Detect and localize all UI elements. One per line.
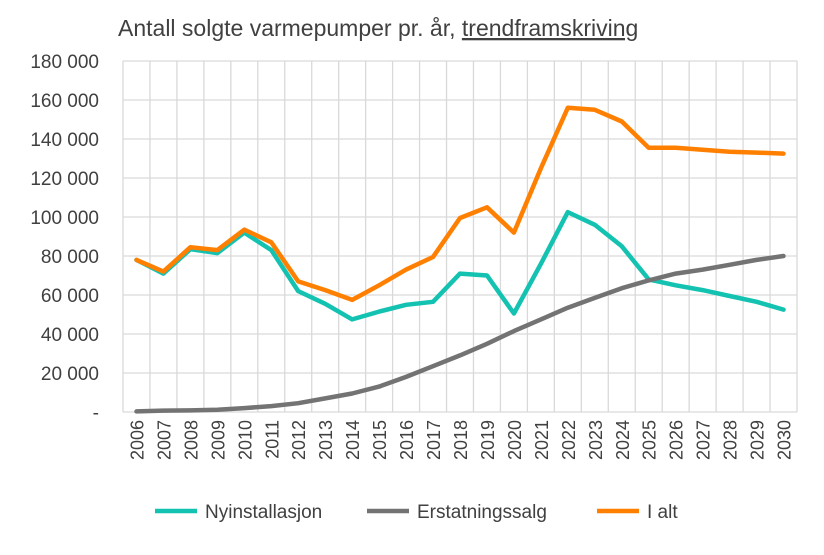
y-tick-label: 140 000 [30, 130, 99, 151]
x-tick-label: 2007 [154, 420, 174, 460]
chart-title-underlined: trendframskriving [462, 15, 638, 41]
x-tick-label: 2016 [397, 420, 417, 460]
legend-item: Nyinstallasjon [155, 502, 322, 523]
x-tick-label: 2014 [343, 420, 363, 460]
y-axis: - 20 000 40 000 60 000 80 000 100 000 120 000 1… [30, 52, 99, 424]
x-axis: 2006 2007 2008 2009 2010 2011 2012 2013 2014 2015… [127, 420, 794, 460]
x-tick-label: 2028 [721, 420, 741, 460]
x-tick-label: 2029 [748, 420, 768, 460]
x-tick-label: 2024 [613, 420, 633, 460]
x-tick-label: 2009 [208, 420, 228, 460]
y-tick-label: 120 000 [30, 169, 99, 190]
y-tick-label: 160 000 [30, 91, 99, 112]
x-tick-label: 2020 [505, 420, 525, 460]
y-tick-label: 40 000 [41, 325, 99, 346]
legend-label: Erstatningssalg [417, 502, 547, 523]
legend-label: Nyinstallasjon [205, 502, 322, 523]
y-tick-label: 100 000 [30, 208, 99, 229]
legend-label: I alt [647, 502, 678, 523]
x-tick-label: 2017 [424, 420, 444, 460]
x-tick-label: 2027 [694, 420, 714, 460]
series-lines [134, 105, 786, 414]
x-tick-label: 2013 [316, 420, 336, 460]
y-tick-label: - [93, 403, 99, 424]
x-tick-label: 2025 [640, 420, 660, 460]
x-tick-label: 2023 [586, 420, 606, 460]
x-tick-label: 2030 [775, 420, 795, 460]
x-tick-label: 2018 [451, 420, 471, 460]
legend-item: I alt [597, 502, 678, 523]
chart-title: Antall solgte varmepumper pr. år, trendf… [118, 15, 638, 41]
gridlines [122, 60, 798, 413]
series-line-nyinstallasjon [134, 209, 786, 322]
x-tick-label: 2019 [478, 420, 498, 460]
x-tick-label: 2008 [181, 420, 201, 460]
x-tick-label: 2015 [370, 420, 390, 460]
series-line-erstatningssalg [134, 253, 786, 414]
y-tick-label: 60 000 [41, 286, 99, 307]
x-tick-label: 2022 [559, 420, 579, 460]
x-tick-label: 2012 [289, 420, 309, 460]
x-tick-label: 2021 [532, 420, 552, 460]
y-tick-label: 180 000 [30, 52, 99, 73]
x-tick-label: 2026 [667, 420, 687, 460]
legend: Nyinstallasjon Erstatningssalg I alt [155, 502, 678, 523]
legend-item: Erstatningssalg [367, 502, 547, 523]
y-tick-label: 80 000 [41, 247, 99, 268]
x-tick-label: 2010 [235, 420, 255, 460]
y-tick-label: 20 000 [41, 364, 99, 385]
x-tick-label: 2011 [262, 420, 282, 459]
x-tick-label: 2006 [127, 420, 147, 460]
series-line-i-alt [134, 105, 786, 303]
